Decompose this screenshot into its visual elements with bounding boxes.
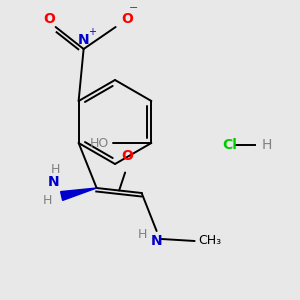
Text: Cl: Cl bbox=[222, 138, 237, 152]
Text: O: O bbox=[44, 12, 56, 26]
Polygon shape bbox=[61, 188, 97, 200]
Text: O: O bbox=[122, 12, 134, 26]
Text: H: H bbox=[262, 138, 272, 152]
Text: N: N bbox=[151, 234, 162, 248]
Text: O: O bbox=[121, 148, 133, 163]
Text: N: N bbox=[78, 33, 89, 47]
Text: N: N bbox=[48, 175, 60, 189]
Text: +: + bbox=[88, 27, 96, 37]
Text: HO: HO bbox=[90, 136, 110, 149]
Text: H: H bbox=[50, 163, 60, 176]
Text: −: − bbox=[129, 3, 138, 13]
Text: H: H bbox=[137, 227, 147, 241]
Text: CH₃: CH₃ bbox=[199, 235, 222, 248]
Text: H: H bbox=[42, 194, 52, 208]
